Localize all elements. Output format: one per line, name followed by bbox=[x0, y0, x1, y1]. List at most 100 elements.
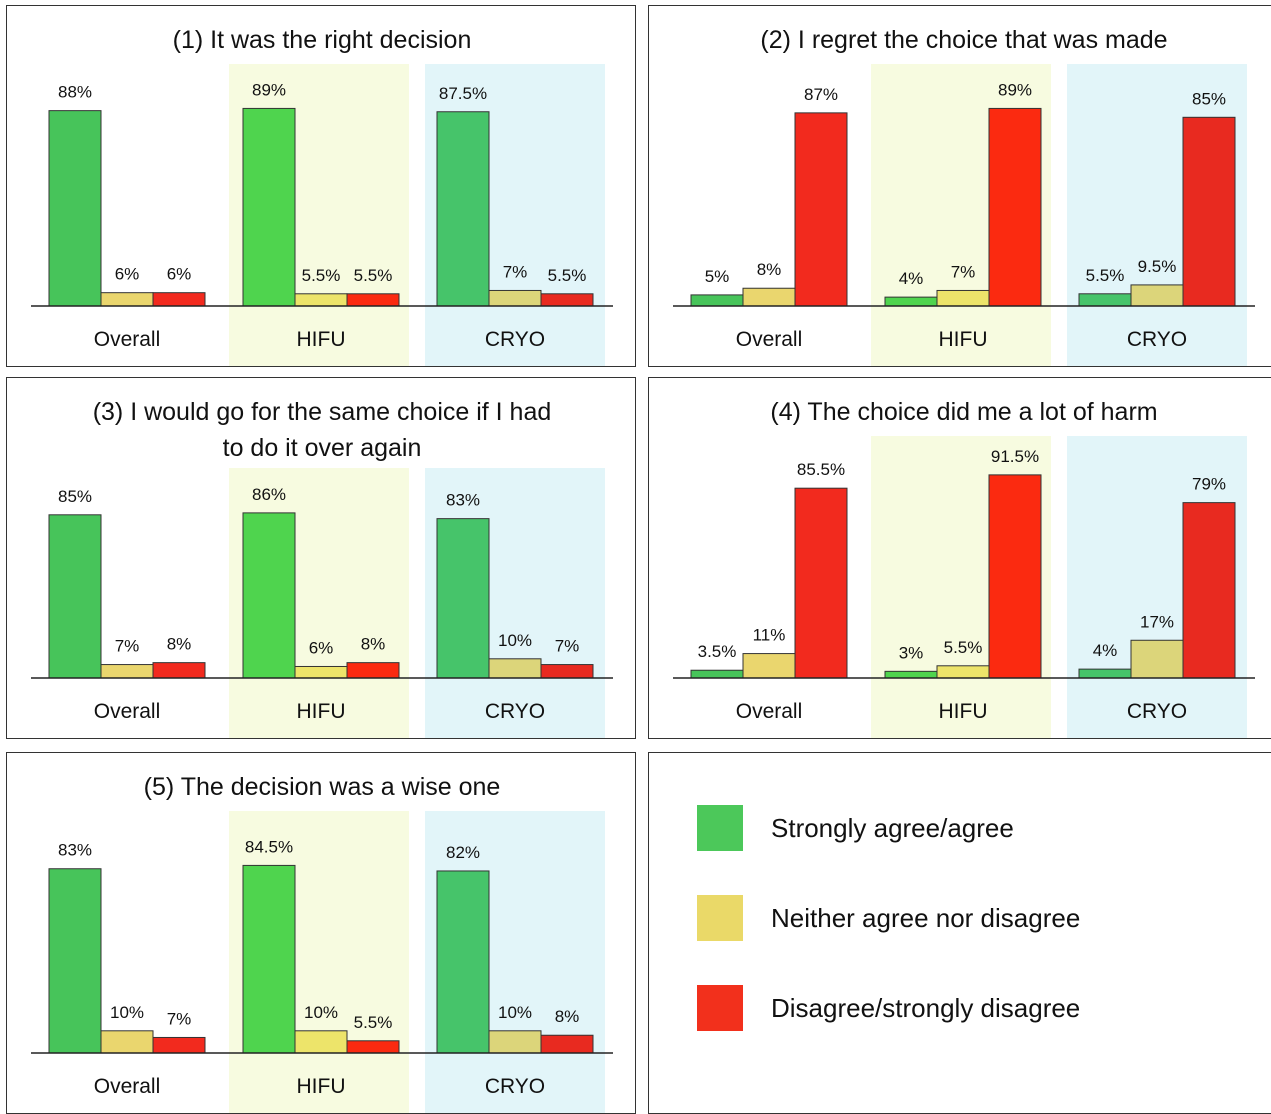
category-label-overall: Overall bbox=[736, 700, 803, 723]
chart-title-line: (5) The decision was a wise one bbox=[144, 773, 501, 801]
chart-title-line: (3) I would go for the same choice if I … bbox=[93, 398, 552, 426]
bar-value-label: 91.5% bbox=[991, 447, 1039, 466]
legend-swatch-agree bbox=[697, 805, 743, 851]
legend-label-neutral: Neither agree nor disagree bbox=[771, 902, 1081, 933]
bar-overall-disagree bbox=[794, 112, 848, 307]
bar-value-label: 5.5% bbox=[1086, 266, 1125, 285]
chart-panel-regret-choice: (2) I regret the choice that was made 5% 4… bbox=[648, 5, 1271, 367]
bar-cryo-disagree bbox=[540, 293, 594, 307]
bar-value-label: 85% bbox=[1192, 89, 1226, 108]
bar-hifu-neutral bbox=[294, 1030, 348, 1054]
bar-value-label: 17% bbox=[1140, 612, 1174, 631]
bar-value-label: 11% bbox=[753, 626, 786, 645]
bar-cryo-agree bbox=[436, 111, 490, 307]
bar-value-label: 10% bbox=[498, 631, 532, 650]
bar-value-label: 84.5% bbox=[245, 837, 293, 856]
bar-value-label: 88% bbox=[58, 83, 92, 102]
bar-value-label: 8% bbox=[555, 1007, 580, 1026]
bar-hifu-neutral bbox=[294, 293, 348, 307]
category-label-cryo: CRYO bbox=[485, 1075, 545, 1098]
bar-value-label: 79% bbox=[1192, 475, 1226, 494]
bar-hifu-disagree bbox=[346, 1040, 400, 1054]
bar-value-label: 3.5% bbox=[698, 642, 737, 661]
bar-value-label: 85% bbox=[58, 487, 92, 506]
bar-cryo-neutral bbox=[1130, 639, 1184, 679]
legend-label-disagree: Disagree/strongly disagree bbox=[771, 992, 1081, 1023]
bar-overall-agree bbox=[690, 669, 744, 679]
category-label-cryo: CRYO bbox=[1127, 328, 1187, 351]
chart-svg: (3) I would go for the same choice if I … bbox=[31, 398, 613, 738]
legend-item-neutral: Neither agree nor disagree bbox=[697, 895, 1080, 941]
category-label-cryo: CRYO bbox=[485, 700, 545, 723]
bar-cryo-disagree bbox=[540, 664, 594, 679]
bar-hifu-disagree bbox=[988, 107, 1042, 307]
bar-cryo-neutral bbox=[488, 289, 542, 307]
bar-value-label: 6% bbox=[167, 265, 192, 284]
bar-value-label: 7% bbox=[167, 1009, 192, 1028]
chart-panel-wise-decision: (5) The decision was a wise one 83% 84.5% 8… bbox=[6, 752, 636, 1114]
chart-title-line: (1) It was the right decision bbox=[173, 26, 472, 54]
bar-cryo-neutral bbox=[1130, 284, 1184, 307]
bar-cryo-agree bbox=[436, 518, 490, 679]
bar-overall-agree bbox=[690, 294, 744, 307]
legend-label-agree: Strongly agree/agree bbox=[771, 812, 1014, 843]
bar-value-label: 5.5% bbox=[548, 266, 587, 285]
bar-value-label: 6% bbox=[309, 638, 334, 657]
bar-hifu-agree bbox=[242, 864, 296, 1054]
bar-value-label: 9.5% bbox=[1138, 257, 1177, 276]
bar-cryo-neutral bbox=[488, 1030, 542, 1054]
bar-cryo-disagree bbox=[540, 1034, 594, 1054]
bar-overall-disagree bbox=[152, 292, 206, 307]
bar-hifu-disagree bbox=[346, 293, 400, 307]
bar-value-label: 8% bbox=[361, 635, 386, 654]
category-label-hifu: HIFU bbox=[939, 328, 988, 351]
chart-panel-choice-did-harm: (4) The choice did me a lot of harm 3.5% 3… bbox=[648, 377, 1271, 739]
category-label-overall: Overall bbox=[94, 700, 161, 723]
bar-hifu-disagree bbox=[988, 474, 1042, 679]
bar-value-label: 10% bbox=[304, 1003, 338, 1022]
bar-hifu-agree bbox=[242, 107, 296, 307]
bar-value-label: 89% bbox=[998, 80, 1032, 99]
bar-value-label: 7% bbox=[503, 262, 528, 281]
bar-value-label: 4% bbox=[1093, 641, 1118, 660]
legend-item-disagree: Disagree/strongly disagree bbox=[697, 985, 1080, 1031]
chart-svg: (1) It was the right decision 88% 89% 87.5%… bbox=[31, 26, 613, 366]
chart-title-line: (2) I regret the choice that was made bbox=[760, 26, 1167, 54]
chart-svg: (5) The decision was a wise one 83% 84.5% 8… bbox=[31, 773, 613, 1113]
legend-item-agree: Strongly agree/agree bbox=[697, 805, 1014, 851]
chart-title-line: (4) The choice did me a lot of harm bbox=[770, 398, 1157, 426]
bar-value-label: 87.5% bbox=[439, 84, 487, 103]
legend-swatch-disagree bbox=[697, 985, 743, 1031]
chart-title-line: to do it over again bbox=[223, 434, 422, 462]
bar-value-label: 5.5% bbox=[354, 266, 393, 285]
bar-value-label: 4% bbox=[899, 269, 924, 288]
legend-swatch-neutral bbox=[697, 895, 743, 941]
bar-overall-disagree bbox=[152, 662, 206, 679]
chart-panel-right-decision: (1) It was the right decision 88% 89% 87.5%… bbox=[6, 5, 636, 367]
chart-panel-same-choice-again: (3) I would go for the same choice if I … bbox=[6, 377, 636, 739]
bar-overall-agree bbox=[48, 514, 102, 679]
bar-value-label: 5.5% bbox=[302, 266, 341, 285]
bar-hifu-neutral bbox=[294, 665, 348, 679]
bar-value-label: 7% bbox=[555, 637, 580, 656]
bar-hifu-disagree bbox=[346, 662, 400, 679]
bar-hifu-neutral bbox=[936, 289, 990, 307]
bar-value-label: 86% bbox=[252, 485, 286, 504]
bar-hifu-agree bbox=[884, 670, 938, 679]
bar-overall-neutral bbox=[100, 292, 154, 307]
bar-overall-agree bbox=[48, 110, 102, 307]
bar-value-label: 3% bbox=[899, 643, 924, 662]
bar-value-label: 83% bbox=[58, 841, 92, 860]
bar-hifu-neutral bbox=[936, 665, 990, 679]
bar-hifu-agree bbox=[884, 296, 938, 307]
bar-value-label: 7% bbox=[115, 637, 140, 656]
bar-value-label: 5% bbox=[705, 267, 730, 286]
bar-value-label: 10% bbox=[110, 1003, 144, 1022]
bar-cryo-agree bbox=[436, 870, 490, 1054]
bar-value-label: 5.5% bbox=[354, 1013, 393, 1032]
category-label-overall: Overall bbox=[736, 328, 803, 351]
category-label-hifu: HIFU bbox=[297, 700, 346, 723]
category-label-cryo: CRYO bbox=[485, 328, 545, 351]
bar-overall-neutral bbox=[100, 1030, 154, 1054]
bar-overall-neutral bbox=[742, 653, 796, 679]
